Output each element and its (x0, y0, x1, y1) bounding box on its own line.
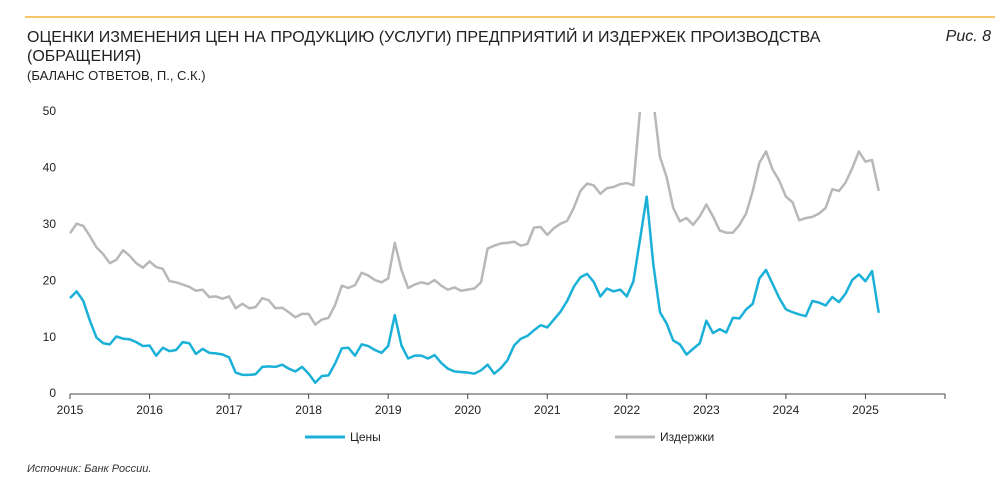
legend-label: Издержки (660, 430, 714, 444)
y-tick-label: 0 (49, 386, 56, 400)
x-tick-label: 2025 (852, 403, 879, 417)
x-tick-label: 2021 (534, 403, 561, 417)
x-tick-label: 2016 (136, 403, 163, 417)
y-tick-label: 30 (43, 217, 57, 231)
series-line (69, 195, 880, 384)
x-tick-label: 2022 (613, 403, 640, 417)
y-tick-label: 10 (43, 330, 57, 344)
x-tick-label: 2020 (454, 403, 481, 417)
y-tick-label: 20 (43, 273, 57, 287)
chart-subtitle: (БАЛАНС ОТВЕТОВ, П., С.К.) (27, 68, 206, 83)
y-tick-label: 50 (43, 104, 57, 118)
top-rule (25, 16, 995, 18)
source-note: Источник: Банк России. (27, 463, 152, 475)
x-tick-label: 2024 (773, 403, 800, 417)
figure-label: Рис. 8 (945, 28, 991, 45)
legend-label: Цены (350, 430, 381, 444)
y-tick-label: 40 (43, 161, 57, 175)
x-tick-label: 2017 (216, 403, 243, 417)
x-tick-label: 2019 (375, 403, 402, 417)
series-line (68, 112, 880, 326)
chart-title: ОЦЕНКИ ИЗМЕНЕНИЯ ЦЕН НА ПРОДУКЦИЮ (УСЛУГ… (27, 29, 821, 65)
x-tick-label: 2015 (57, 403, 84, 417)
x-tick-label: 2023 (693, 403, 720, 417)
x-tick-label: 2018 (295, 403, 322, 417)
